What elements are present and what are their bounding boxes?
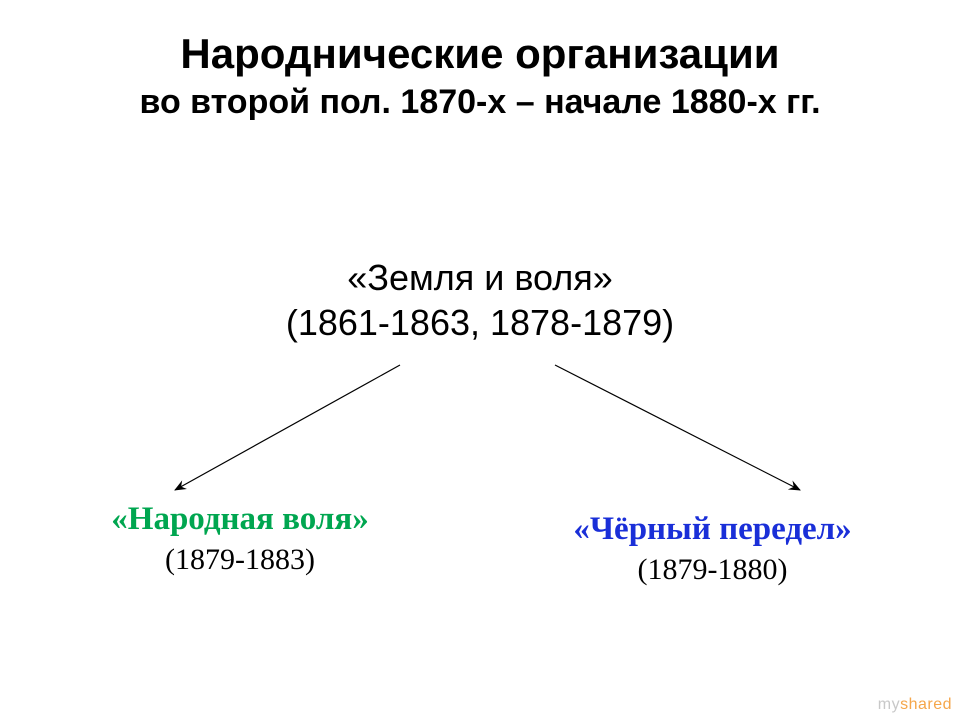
root-dates: (1861-1863, 1878-1879) [0, 300, 960, 345]
watermark-prefix: my [878, 696, 900, 713]
child-right-label: «Чёрный передел» [515, 510, 910, 550]
child-node-right: «Чёрный передел» (1879-1880) [515, 510, 910, 588]
root-label: «Земля и воля» [0, 255, 960, 300]
child-right-dates: (1879-1880) [515, 552, 910, 588]
arrow-left [175, 365, 400, 490]
title-block: Народнические организации во второй пол.… [0, 30, 960, 123]
child-left-label: «Народная воля» [55, 500, 425, 540]
watermark: myshared [878, 696, 952, 714]
arrow-right [555, 365, 800, 490]
title-main: Народнические организации [0, 30, 960, 78]
child-node-left: «Народная воля» (1879-1883) [55, 500, 425, 578]
root-node: «Земля и воля» (1861-1863, 1878-1879) [0, 255, 960, 345]
child-left-dates: (1879-1883) [55, 542, 425, 578]
title-subtitle: во второй пол. 1870-х – начале 1880-х гг… [0, 82, 960, 123]
watermark-accent: shared [900, 696, 952, 713]
